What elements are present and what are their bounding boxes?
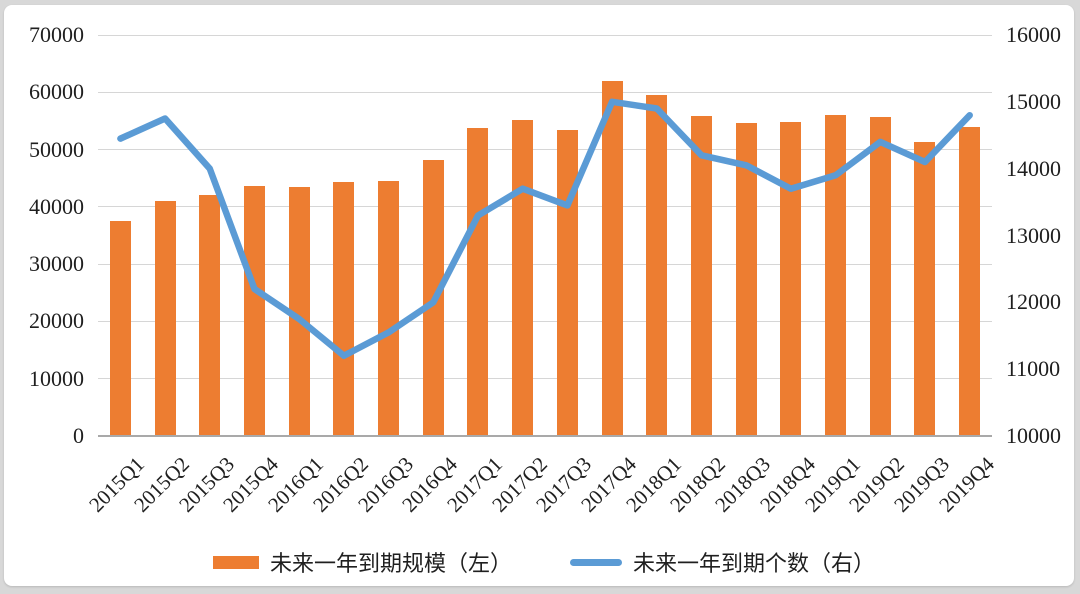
bar-2019Q3 — [914, 141, 936, 436]
gridline — [98, 263, 992, 265]
gridline — [98, 378, 992, 380]
bar-2017Q2 — [512, 119, 534, 436]
chart-card: 70000 60000 50000 40000 30000 20000 10000 0 160… — [4, 5, 1074, 586]
gridline — [98, 149, 992, 151]
bar-2016Q2 — [333, 182, 355, 436]
y-axis-left-tick: 70000 — [29, 22, 84, 47]
trend-line — [117, 98, 973, 360]
bar-2015Q2 — [154, 201, 176, 436]
y-axis-left-tick: 10000 — [29, 365, 84, 391]
bar-2016Q3 — [378, 180, 400, 436]
y-axis-left-tick: 40000 — [29, 193, 84, 219]
y-axis-right-tick: 16000 — [1006, 22, 1061, 47]
y-axis-right-tick: 12000 — [1006, 289, 1061, 315]
bar-2017Q1 — [467, 128, 489, 436]
line-series-swatch-icon — [570, 558, 622, 566]
y-axis-right-tick: 13000 — [1006, 222, 1061, 248]
line-series-label: 未来一年到期个数（右） — [633, 551, 876, 576]
y-axis-left-tick: 20000 — [29, 308, 84, 334]
bar-series-label: 未来一年到期规模（左） — [269, 551, 512, 576]
legend-entry-line-series: 未来一年到期个数（右） — [570, 546, 875, 578]
bar-2015Q3 — [199, 194, 221, 436]
legend: 未来一年到期规模（左） 未来一年到期个数（右） — [4, 546, 1080, 578]
y-axis-right-tick: 14000 — [1006, 155, 1061, 181]
bar-2018Q4 — [780, 122, 802, 436]
y-axis-right-tick: 15000 — [1006, 88, 1061, 114]
bar-2019Q1 — [825, 115, 847, 436]
y-axis-left-tick: 50000 — [29, 136, 84, 162]
bar-2017Q4 — [601, 81, 623, 436]
plot-area — [98, 34, 992, 436]
legend-entry-bar-series: 未来一年到期规模（左） — [212, 546, 512, 578]
bar-2018Q2 — [690, 116, 712, 436]
bar-2015Q1 — [109, 221, 131, 436]
y-axis-right-tick: 11000 — [1006, 356, 1061, 382]
bar-2018Q1 — [646, 95, 668, 436]
bar-2019Q2 — [869, 117, 891, 436]
bar-2019Q4 — [959, 127, 981, 436]
gridline — [98, 91, 992, 93]
y-axis-left-tick: 60000 — [29, 79, 84, 105]
y-axis-left-tick: 0 — [73, 423, 84, 448]
gridline — [98, 206, 992, 208]
y-axis-left-tick: 30000 — [29, 251, 84, 277]
bar-2015Q4 — [243, 186, 265, 436]
bar-2018Q3 — [735, 122, 757, 436]
bar-2016Q1 — [288, 187, 310, 436]
bar-series-swatch-icon — [212, 555, 259, 569]
trend-line-layer — [117, 98, 973, 360]
y-axis-right-tick: 10000 — [1006, 423, 1061, 448]
x-axis-line — [98, 435, 992, 437]
gridline — [98, 34, 992, 36]
gridline — [98, 320, 992, 322]
